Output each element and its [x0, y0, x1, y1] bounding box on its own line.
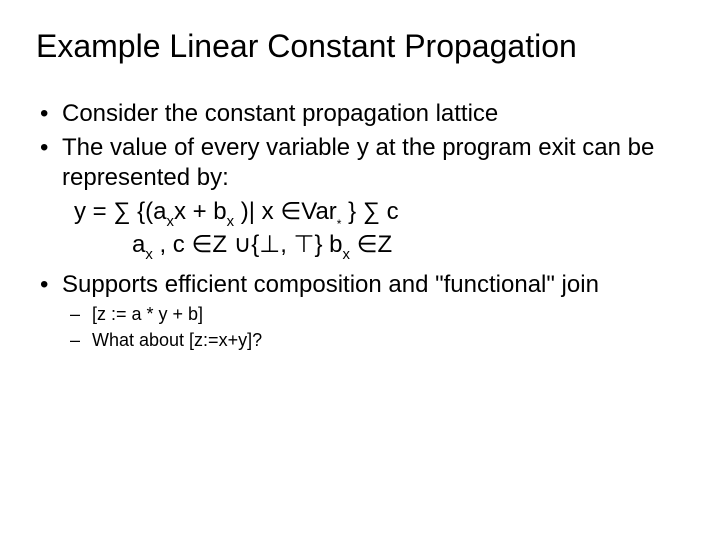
sigma-icon: ∑ [113, 198, 130, 225]
formula-sub-x1: x [167, 214, 174, 230]
bullet-3-text: Supports efficient composition and "func… [62, 271, 599, 298]
bullet-2: The value of every variable y at the pro… [62, 133, 684, 193]
slide-title: Example Linear Constant Propagation [36, 28, 684, 65]
formula-y-eq: y = [74, 198, 113, 225]
formula-close-paren: )| x [234, 198, 280, 225]
formula-comma: , [280, 231, 293, 258]
formula-z1: Z [212, 231, 233, 258]
bullet-list-2: Supports efficient composition and "func… [36, 270, 684, 353]
formula-c: c [380, 198, 399, 225]
sub-bullet-1: [z := a * y + b] [92, 302, 684, 326]
formula-comma-c: , c [153, 231, 192, 258]
bullet-list: Consider the constant propagation lattic… [36, 99, 684, 193]
union-icon: ∪ [234, 231, 252, 258]
bullet-1: Consider the constant propagation lattic… [62, 99, 684, 129]
formula-close-brace: } [341, 198, 362, 225]
sub-bullet-list: [z := a * y + b] What about [z:=x+y]? [62, 302, 684, 353]
formula-close-bx: } b [314, 231, 342, 258]
formula-var: Var [301, 198, 337, 225]
sub-bullet-2: What about [z:=x+y]? [92, 328, 684, 352]
formula-open-set: {(a [130, 198, 166, 225]
formula-sub-x2: x [227, 214, 234, 230]
slide: Example Linear Constant Propagation Cons… [0, 0, 720, 540]
formula-line-2: ax , c ∈Z ∪{⊥, ⊤} bx ∈Z [74, 230, 684, 263]
bullet-3: Supports efficient composition and "func… [62, 270, 684, 353]
element-of-icon-1: ∈ [280, 198, 301, 225]
formula-sub-x3: x [145, 247, 152, 263]
bottom-icon: ⊥ [259, 231, 280, 258]
sigma-icon-2: ∑ [363, 198, 380, 225]
formula-sub-x4: x [342, 247, 349, 263]
element-of-icon-2: ∈ [191, 231, 212, 258]
formula-block: y = ∑ {(axx + bx )| x ∈Var* } ∑ c ax , c… [74, 197, 684, 264]
formula-line-1: y = ∑ {(axx + bx )| x ∈Var* } ∑ c [74, 197, 684, 230]
formula-z2: Z [378, 231, 393, 258]
formula-sub-star: * [337, 217, 342, 231]
top-icon: ⊤ [294, 231, 315, 258]
formula-xx-plus-b: x + b [174, 198, 227, 225]
formula-a: a [132, 231, 145, 258]
element-of-icon-3: ∈ [357, 231, 378, 258]
